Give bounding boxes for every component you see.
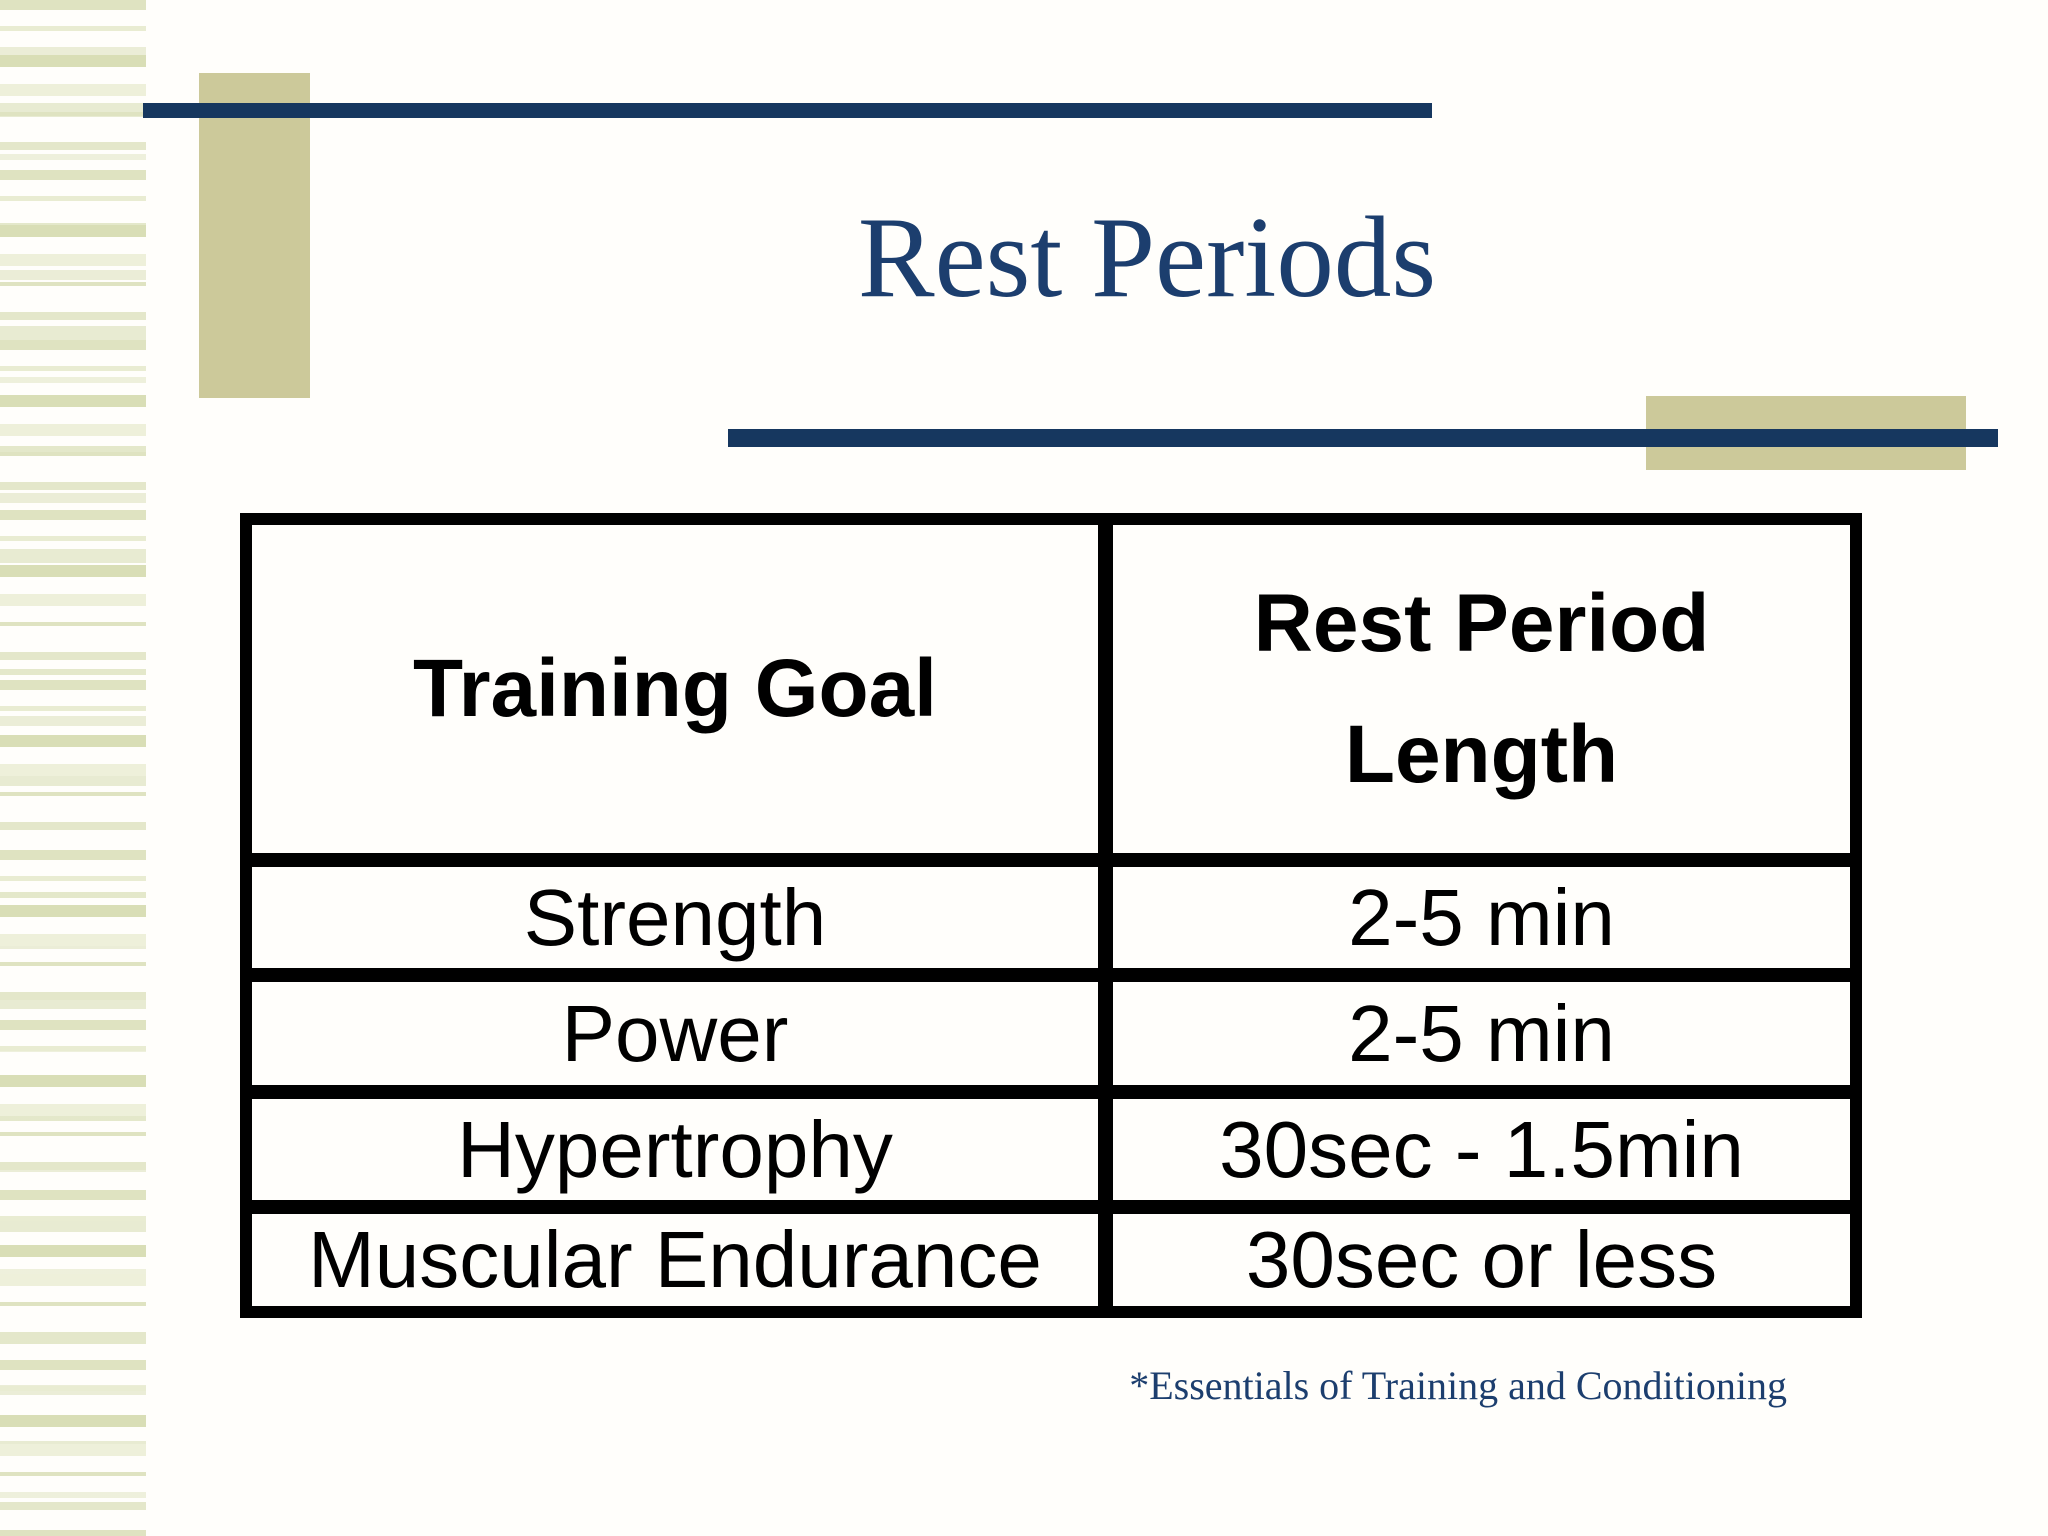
accent-bar-under-title xyxy=(728,429,1998,447)
slide-title: Rest Periods xyxy=(857,194,1437,321)
column-header-training-goal: Training Goal xyxy=(252,525,1098,853)
cell-rest-power: 2-5 min xyxy=(1113,982,1850,1085)
rest-periods-table: Training Goal Rest Period Length Strengt… xyxy=(240,513,1862,1318)
source-footnote: *Essentials of Training and Conditioning xyxy=(1129,1363,1787,1408)
cell-rest-hypertrophy: 30sec - 1.5min xyxy=(1113,1099,1850,1200)
cell-goal-muscular-endurance: Muscular Endurance xyxy=(252,1214,1098,1306)
cell-rest-strength: 2-5 min xyxy=(1113,867,1850,968)
column-header-rest-period-length: Rest Period Length xyxy=(1113,525,1850,853)
cell-goal-hypertrophy: Hypertrophy xyxy=(252,1099,1098,1200)
accent-block-top-left xyxy=(199,73,310,398)
cell-goal-power: Power xyxy=(252,982,1098,1085)
cell-rest-muscular-endurance: 30sec or less xyxy=(1113,1214,1850,1306)
cell-goal-strength: Strength xyxy=(252,867,1098,968)
accent-bar-top xyxy=(143,103,1432,118)
left-stripe-decoration xyxy=(0,0,146,1536)
